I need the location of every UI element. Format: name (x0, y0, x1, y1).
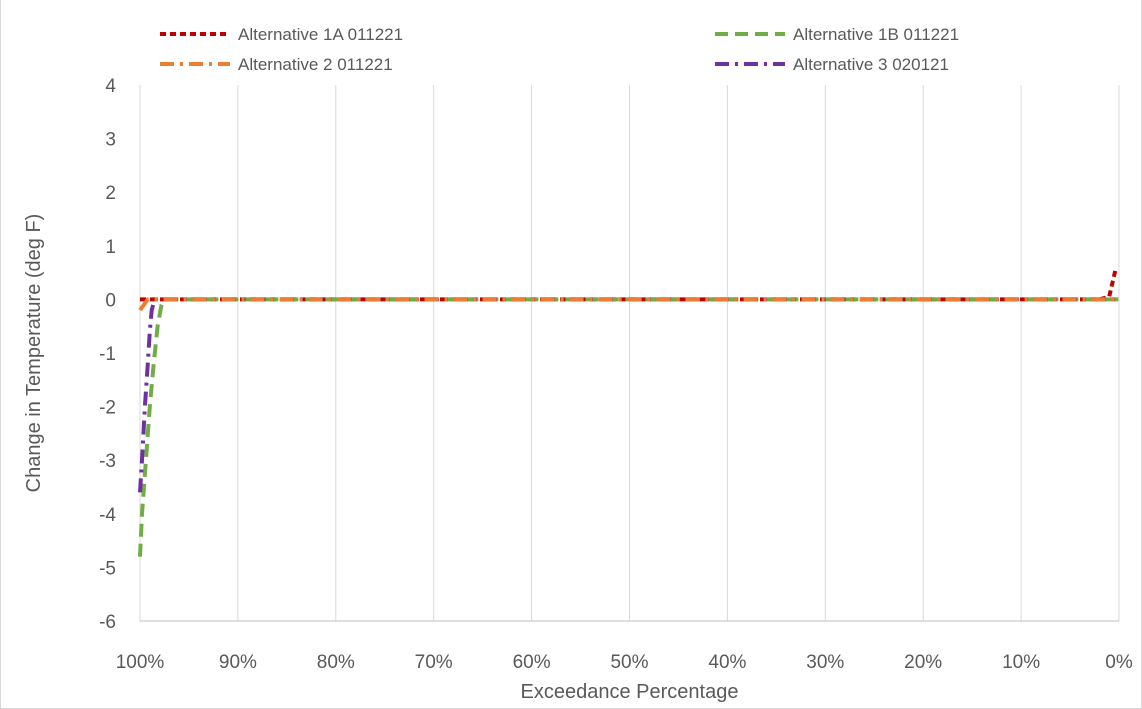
x-tick-label: 20% (904, 652, 942, 673)
grid-lines (139, 85, 1120, 622)
x-tick-label: 70% (415, 652, 453, 673)
x-tick-label: 100% (116, 652, 165, 673)
series-lines (138, 266, 1119, 557)
x-tick-label: 10% (1002, 652, 1040, 673)
y-tick-label: 1 (105, 237, 116, 258)
legend: Alternative 1A 011221 Alternative 1B 0112… (160, 25, 959, 74)
y-tick-label: -4 (99, 505, 116, 526)
y-tick-label: -2 (99, 398, 116, 419)
x-tick-label: 90% (219, 652, 257, 673)
y-axis-title: Change in Temperature (deg F) (23, 214, 45, 493)
legend-label: Alternative 1B 011221 (793, 25, 959, 44)
y-tick-label: 4 (105, 76, 116, 97)
y-tick-label: -1 (99, 344, 116, 365)
y-tick-label: 0 (105, 290, 116, 311)
x-tick-label: 80% (317, 652, 355, 673)
y-tick-label: -6 (99, 612, 116, 633)
y-tick-label: -5 (99, 558, 116, 579)
y-axis-ticks: 4 3 2 1 0 -1 -2 -3 -4 -5 -6 (99, 76, 116, 633)
series-line (138, 297, 1119, 312)
x-tick-label: 40% (708, 652, 746, 673)
x-axis-title: Exceedance Percentage (521, 681, 739, 703)
x-axis-ticks: 100% 90% 80% 70% 60% 50% 40% 30% 20% 10% 0% (116, 652, 1133, 673)
y-tick-label: 2 (105, 183, 116, 204)
x-tick-label: 0% (1105, 652, 1133, 673)
legend-label: Alternative 2 011221 (238, 55, 393, 74)
y-tick-label: 3 (105, 130, 116, 151)
x-tick-label: 30% (806, 652, 844, 673)
legend-label: Alternative 1A 011221 (238, 25, 403, 44)
x-tick-label: 50% (610, 652, 648, 673)
series-line (140, 266, 1119, 302)
x-tick-label: 60% (513, 652, 551, 673)
y-tick-label: -3 (99, 451, 116, 472)
legend-label: Alternative 3 020121 (793, 55, 949, 74)
